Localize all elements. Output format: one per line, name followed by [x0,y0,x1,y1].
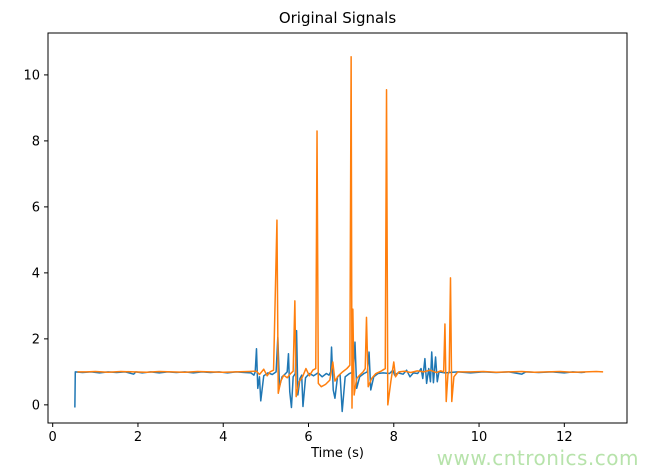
y-tick-label: 0 [32,398,40,413]
y-tick-label: 8 [32,134,40,149]
y-axis: 0 2 4 6 8 10 [23,68,48,413]
y-tick-label: 6 [32,200,40,215]
series-signal-orange [77,56,604,409]
chart-title: Original Signals [278,9,397,27]
x-axis: 0 2 4 6 8 10 12 [49,423,573,445]
y-tick-label: 2 [32,332,40,347]
plot-frame [47,32,628,424]
x-tick-label: 2 [134,430,142,445]
x-tick-label: 8 [390,430,398,445]
x-tick-label: 6 [304,430,312,445]
y-tick-label: 4 [32,266,40,281]
x-tick-label: 10 [471,430,488,445]
series-signal-blue [74,329,586,413]
watermark-text: www.cntronics.com [436,446,639,470]
plot-border [47,32,628,424]
x-tick-label: 0 [49,430,57,445]
series-lines [74,56,604,413]
y-tick-label: 10 [23,68,40,83]
x-axis-label: Time (s) [311,446,364,461]
x-tick-label: 12 [556,430,573,445]
x-tick-label: 4 [219,430,227,445]
